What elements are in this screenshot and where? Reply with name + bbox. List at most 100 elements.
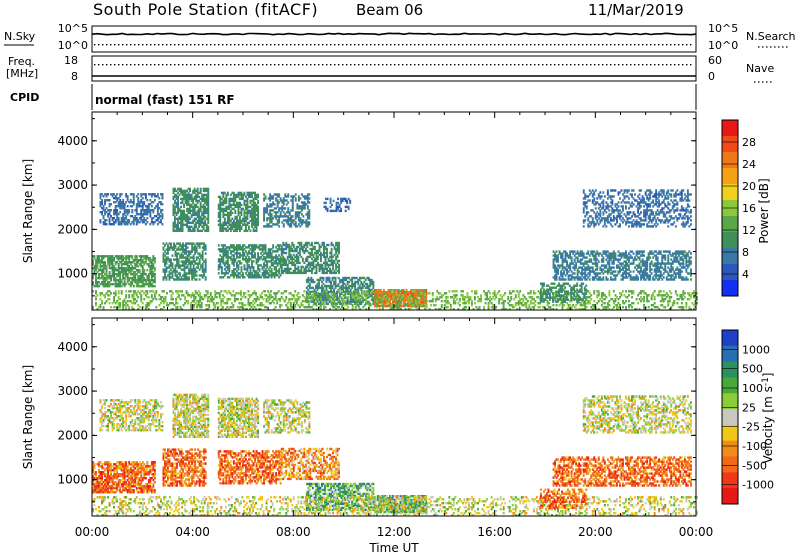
heatmap-cell <box>397 290 399 293</box>
heatmap-cell <box>370 294 373 298</box>
heatmap-cell <box>232 244 235 247</box>
heatmap-cell <box>195 213 198 217</box>
heatmap-cell <box>163 306 165 309</box>
heatmap-cell <box>161 296 164 299</box>
heatmap-cell <box>113 211 116 214</box>
heatmap-cell <box>183 209 186 213</box>
heatmap-cell <box>158 294 161 297</box>
heatmap-cell <box>108 203 111 206</box>
heatmap-cell <box>181 191 184 195</box>
heatmap-cell <box>240 266 243 269</box>
heatmap-cell <box>414 289 417 292</box>
heatmap-cell <box>504 308 507 311</box>
heatmap-cell <box>110 203 113 206</box>
heatmap-cell <box>107 275 110 278</box>
heatmap-cell <box>164 244 166 247</box>
heatmap-cell <box>263 215 266 218</box>
heatmap-cell <box>276 256 279 259</box>
heatmap-cell <box>153 261 156 264</box>
heatmap-cell <box>312 296 315 299</box>
heatmap-cell <box>272 244 275 247</box>
heatmap-cell <box>182 246 185 249</box>
heatmap-cell <box>177 258 180 261</box>
heatmap-cell <box>183 215 186 219</box>
heatmap-cell <box>150 285 153 288</box>
heatmap-cell <box>327 265 330 269</box>
heatmap-cell <box>245 219 247 222</box>
heatmap-cell <box>289 304 292 307</box>
heatmap-cell <box>278 219 281 222</box>
heatmap-cell <box>357 292 360 295</box>
heatmap-cell <box>267 260 270 263</box>
heatmap-cell <box>194 262 197 265</box>
heatmap-cell <box>489 300 492 303</box>
heatmap-cell <box>198 262 201 265</box>
nsearch-dot <box>622 44 624 46</box>
heatmap-cell <box>176 248 179 251</box>
heatmap-cell <box>262 304 265 307</box>
heatmap-cell <box>273 298 276 301</box>
heatmap-cell <box>117 217 120 220</box>
nsearch-dot <box>138 44 140 46</box>
heatmap-cell <box>349 288 352 292</box>
heatmap-cell <box>226 254 229 257</box>
heatmap-cell <box>149 215 152 218</box>
heatmap-cell <box>141 219 144 222</box>
heatmap-cell <box>271 296 274 299</box>
heatmap-cell <box>164 274 166 277</box>
heatmap-cell <box>195 197 198 201</box>
heatmap-cell <box>356 304 359 307</box>
heatmap-cell <box>335 308 338 311</box>
heatmap-cell <box>237 248 240 251</box>
heatmap-cell <box>452 302 455 305</box>
heatmap-cell <box>285 304 288 307</box>
heatmap-cell <box>99 255 102 258</box>
heatmap-cell <box>254 274 257 277</box>
heatmap-cell <box>304 257 307 261</box>
heatmap-cell <box>420 289 423 292</box>
heatmap-cell <box>156 203 159 206</box>
heatmap-cell <box>254 217 257 220</box>
heatmap-cell <box>177 187 180 191</box>
heatmap-cell <box>228 268 231 271</box>
heatmap-cell <box>291 249 294 253</box>
heatmap-cell <box>191 292 194 295</box>
heatmap-cell <box>316 288 319 292</box>
heatmap-cell <box>170 276 172 279</box>
heatmap-cell <box>108 275 111 278</box>
heatmap-cell <box>361 296 364 300</box>
heatmap-cell <box>474 298 476 301</box>
heatmap-cell <box>416 300 419 304</box>
heatmap-cell <box>119 281 122 284</box>
heatmap-cell <box>198 258 201 261</box>
heatmap-cell <box>104 265 107 268</box>
heatmap-cell <box>411 292 414 296</box>
heatmap-cell <box>153 267 156 270</box>
heatmap-cell <box>328 294 331 298</box>
heatmap-cell <box>223 219 226 222</box>
heatmap-cell <box>95 277 97 280</box>
heatmap-cell <box>192 227 195 230</box>
heatmap-cell <box>181 211 184 215</box>
heatmap-cell <box>407 298 410 301</box>
heatmap-cell <box>226 266 229 269</box>
heatmap-cell <box>220 272 223 275</box>
heatmap-cell <box>232 219 235 222</box>
heatmap-cell <box>152 273 155 276</box>
heatmap-cell <box>349 294 352 298</box>
heatmap-cell <box>123 271 126 274</box>
heatmap-cell <box>324 261 327 265</box>
nsearch-dot <box>102 44 104 46</box>
heatmap-cell <box>240 302 242 305</box>
heatmap-cell <box>372 300 375 304</box>
heatmap-cell <box>336 296 339 300</box>
heatmap-cell <box>261 302 264 305</box>
heatmap-cell <box>219 229 222 232</box>
heatmap-cell <box>222 272 225 275</box>
heatmap-cell <box>190 221 193 224</box>
heatmap-cell <box>117 298 120 301</box>
heatmap-cell <box>95 267 97 270</box>
heatmap-cell <box>196 229 199 232</box>
heatmap-cell <box>178 294 181 297</box>
heatmap-cell <box>236 193 238 197</box>
